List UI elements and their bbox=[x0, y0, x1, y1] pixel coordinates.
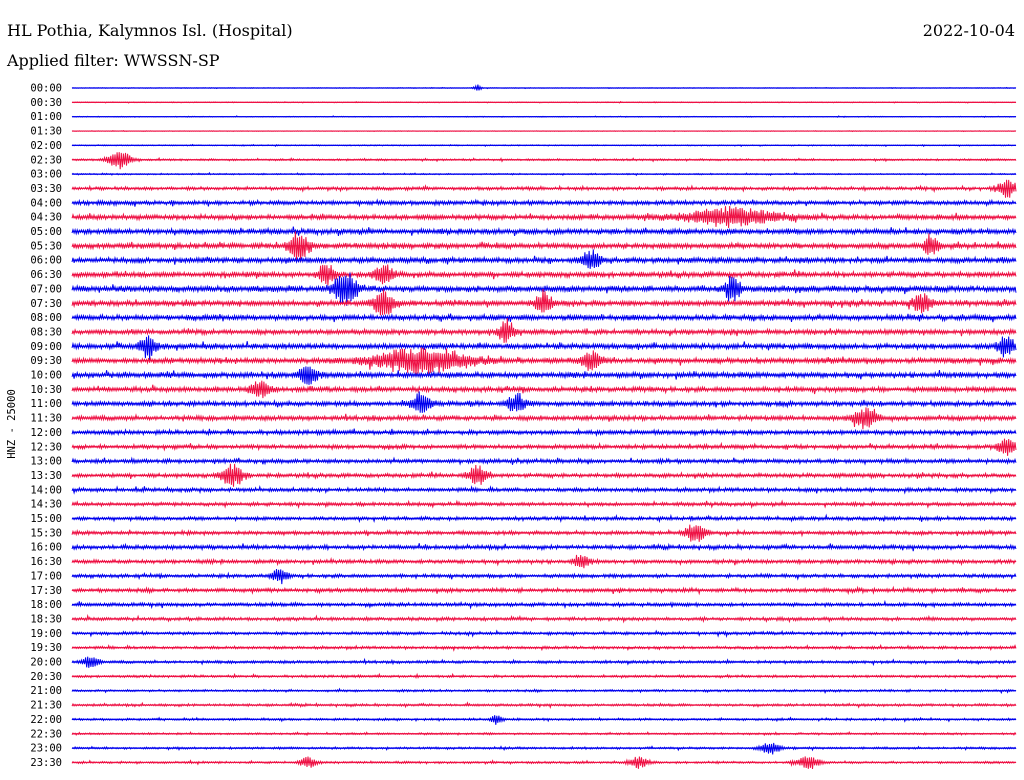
time-tick-label: 11:00 bbox=[30, 398, 62, 410]
time-tick-label: 10:30 bbox=[30, 384, 62, 396]
trace-line bbox=[71, 456, 1017, 466]
trace-line bbox=[71, 335, 1017, 361]
trace-line bbox=[71, 205, 1017, 229]
time-tick-label: 08:00 bbox=[30, 312, 62, 324]
time-tick-label: 19:30 bbox=[30, 642, 62, 654]
trace-line bbox=[71, 701, 1017, 709]
trace-line bbox=[71, 407, 1017, 430]
time-tick-label: 14:30 bbox=[30, 499, 62, 511]
time-tick-label: 02:00 bbox=[30, 140, 62, 152]
trace-line bbox=[71, 152, 1017, 170]
time-tick-label: 11:30 bbox=[30, 413, 62, 425]
time-tick-label: 20:00 bbox=[30, 657, 62, 669]
time-tick-label: 15:00 bbox=[30, 513, 62, 525]
time-tick-label: 17:00 bbox=[30, 570, 62, 582]
time-tick-label: 16:00 bbox=[30, 542, 62, 554]
trace-line bbox=[71, 427, 1017, 437]
time-tick-label: 13:00 bbox=[30, 456, 62, 468]
filter-label: Applied filter: WWSSN-SP bbox=[6, 51, 220, 70]
trace-line bbox=[71, 484, 1017, 495]
time-tick-label: 05:30 bbox=[30, 240, 62, 252]
time-tick-label: 18:30 bbox=[30, 613, 62, 625]
time-tick-label: 09:00 bbox=[30, 341, 62, 353]
trace-line bbox=[71, 318, 1017, 343]
trace-line bbox=[71, 272, 1017, 306]
trace-line bbox=[71, 463, 1017, 487]
date-label: 2022-10-04 bbox=[923, 21, 1015, 40]
trace-line bbox=[71, 264, 1017, 286]
time-tick-label: 22:30 bbox=[30, 728, 62, 740]
time-tick-label: 00:00 bbox=[30, 83, 62, 95]
time-tick-label: 06:00 bbox=[30, 255, 62, 267]
trace-line bbox=[71, 249, 1017, 269]
time-tick-label: 13:30 bbox=[30, 470, 62, 482]
time-tick-label: 21:30 bbox=[30, 700, 62, 712]
time-tick-label: 00:30 bbox=[30, 97, 62, 109]
trace-line bbox=[71, 347, 1017, 376]
time-tick-label: 04:30 bbox=[30, 212, 62, 224]
trace-line bbox=[71, 599, 1017, 610]
trace-line bbox=[71, 198, 1017, 208]
time-tick-label: 01:30 bbox=[30, 126, 62, 138]
time-tick-label: 04:00 bbox=[30, 197, 62, 209]
time-tick-label: 19:00 bbox=[30, 628, 62, 640]
trace-line bbox=[71, 391, 1017, 413]
seismic-traces bbox=[71, 84, 1017, 770]
trace-line bbox=[71, 524, 1017, 542]
time-tick-label: 03:00 bbox=[30, 169, 62, 181]
station-title: HL Pothia, Kalymnos Isl. (Hospital) bbox=[7, 21, 293, 40]
time-tick-label: 15:30 bbox=[30, 527, 62, 539]
time-tick-label: 21:00 bbox=[30, 685, 62, 697]
time-tick-label: 12:00 bbox=[30, 427, 62, 439]
trace-line bbox=[71, 312, 1017, 323]
trace-line bbox=[71, 613, 1017, 624]
time-tick-labels: 00:00 00:30 01:00 01:30 02:00 02:30 03:00 03:30… bbox=[30, 83, 62, 769]
time-tick-label: 16:30 bbox=[30, 556, 62, 568]
time-tick-label: 05:00 bbox=[30, 226, 62, 238]
time-tick-label: 20:30 bbox=[30, 671, 62, 683]
time-tick-label: 18:00 bbox=[30, 599, 62, 611]
time-tick-label: 17:30 bbox=[30, 585, 62, 597]
time-tick-label: 22:00 bbox=[30, 714, 62, 726]
time-tick-label: 03:30 bbox=[30, 183, 62, 195]
time-tick-label: 23:30 bbox=[30, 757, 62, 769]
trace-line bbox=[71, 288, 1017, 316]
trace-line bbox=[71, 542, 1017, 552]
trace-line bbox=[71, 226, 1017, 237]
time-tick-label: 08:30 bbox=[30, 326, 62, 338]
time-tick-label: 06:30 bbox=[30, 269, 62, 281]
y-axis-label: HNZ - 25000 bbox=[6, 389, 18, 459]
time-tick-label: 02:30 bbox=[30, 154, 62, 166]
time-tick-label: 10:00 bbox=[30, 370, 62, 382]
time-tick-label: 01:00 bbox=[30, 111, 62, 123]
time-tick-label: 07:00 bbox=[30, 283, 62, 295]
trace-line bbox=[71, 569, 1017, 585]
time-tick-label: 14:00 bbox=[30, 484, 62, 496]
time-tick-label: 23:00 bbox=[30, 743, 62, 755]
time-tick-label: 07:30 bbox=[30, 298, 62, 310]
trace-line bbox=[71, 656, 1017, 668]
trace-line bbox=[71, 380, 1017, 399]
trace-line bbox=[71, 231, 1017, 263]
time-tick-label: 09:30 bbox=[30, 355, 62, 367]
time-tick-label: 12:30 bbox=[30, 441, 62, 453]
